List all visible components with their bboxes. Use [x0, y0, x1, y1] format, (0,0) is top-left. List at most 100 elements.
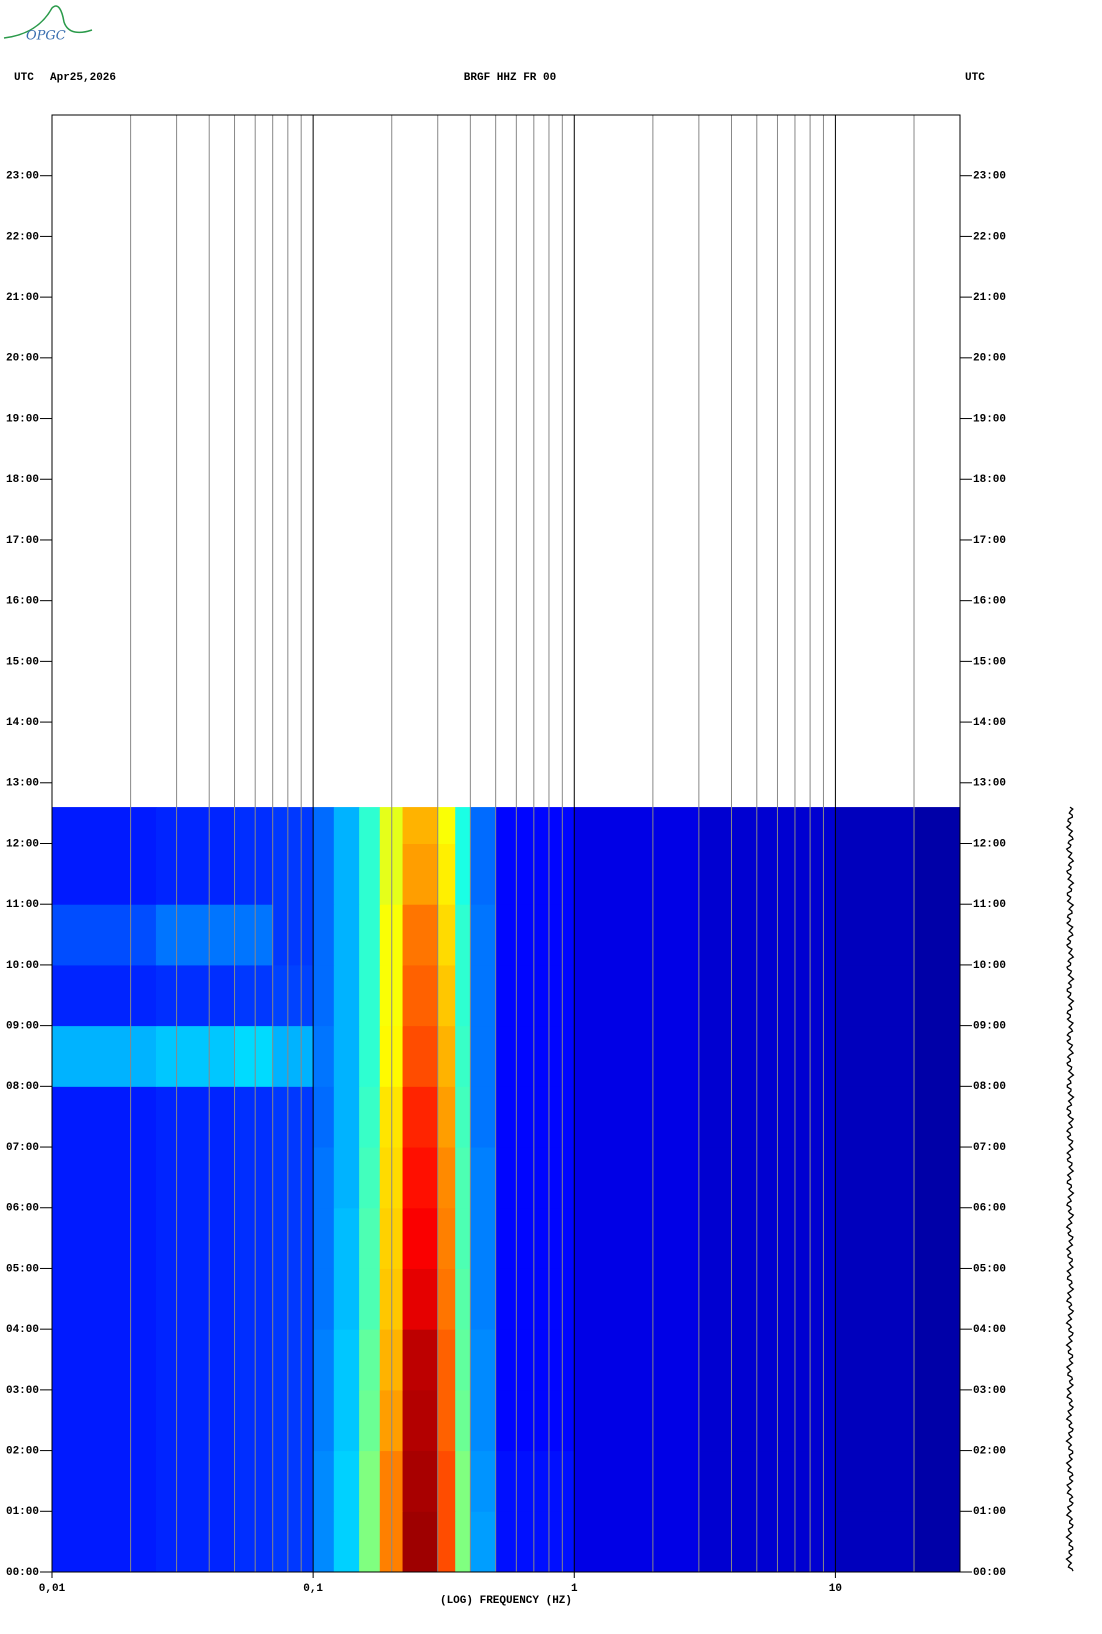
heat-cell	[234, 904, 274, 966]
heat-cell	[835, 1389, 915, 1452]
heat-cell	[470, 1086, 497, 1148]
logo-text: OPGC	[26, 29, 66, 44]
heat-cell	[574, 1025, 700, 1087]
heat-cell	[495, 1268, 575, 1330]
heat-cell	[402, 1147, 439, 1209]
heat-cell	[698, 807, 836, 844]
heat-cell	[313, 1389, 335, 1452]
heat-cell	[470, 1511, 497, 1573]
heat-cell	[359, 1511, 381, 1573]
y-tick-label-left: 18:00	[6, 474, 39, 486]
heat-cell	[495, 904, 575, 966]
heat-cell	[455, 1389, 471, 1452]
heat-cell	[359, 807, 381, 844]
heat-cell	[155, 1025, 236, 1087]
y-tick-label-right: 13:00	[973, 778, 1006, 790]
heat-cell	[470, 807, 497, 844]
heat-cell	[914, 807, 961, 844]
heat-cell	[470, 904, 497, 966]
heat-cell	[470, 1025, 497, 1087]
heat-cell	[437, 1389, 456, 1452]
heat-cell	[402, 1025, 439, 1087]
heat-cell	[495, 1025, 575, 1087]
heat-cell	[914, 1450, 961, 1512]
y-tick-label-right: 10:00	[973, 960, 1006, 972]
heat-cell	[437, 1086, 456, 1148]
x-tick-label: 0,1	[303, 1583, 323, 1595]
heat-cell	[914, 1086, 961, 1148]
heat-cell	[359, 1450, 381, 1512]
heat-cell	[333, 1086, 360, 1148]
heat-cell	[402, 807, 439, 844]
heat-cell	[359, 1147, 381, 1209]
heat-cell	[470, 843, 497, 905]
x-tick-label: 0,01	[39, 1583, 66, 1595]
heat-cell	[359, 843, 381, 905]
heat-cell	[698, 1329, 836, 1391]
y-tick-label-right: 15:00	[973, 656, 1006, 668]
heat-cell	[835, 843, 915, 905]
heat-cell	[402, 1511, 439, 1573]
heat-cell	[359, 1086, 381, 1148]
heat-cell	[359, 964, 381, 1027]
y-tick-label-left: 12:00	[6, 838, 39, 850]
y-tick-label-left: 11:00	[6, 899, 39, 911]
heat-cell	[272, 904, 314, 966]
heat-cell	[698, 904, 836, 966]
heat-cell	[313, 1025, 335, 1087]
heat-cell	[402, 1086, 439, 1148]
heat-cell	[698, 843, 836, 905]
heat-cell	[313, 1147, 335, 1209]
heat-cell	[155, 843, 236, 905]
heat-cell	[234, 964, 274, 1027]
heat-cell	[272, 843, 314, 905]
heat-cell	[333, 1329, 360, 1391]
heat-cell	[234, 843, 274, 905]
heat-cell	[52, 1086, 157, 1148]
heat-cell	[333, 1147, 360, 1209]
heat-cell	[698, 1086, 836, 1148]
heat-cell	[333, 1511, 360, 1573]
logo-curve	[3, 5, 93, 39]
heat-cell	[470, 1268, 497, 1330]
heat-cell	[234, 1511, 274, 1573]
x-tick-label: 1	[571, 1583, 578, 1595]
heat-cell	[272, 1207, 314, 1269]
heat-cell	[437, 1268, 456, 1330]
heat-cell	[155, 807, 236, 844]
heat-cell	[455, 1147, 471, 1209]
heat-cell	[437, 1329, 456, 1391]
heat-cell	[455, 964, 471, 1027]
heat-cell	[698, 1511, 836, 1573]
heat-cell	[155, 1389, 236, 1452]
heat-cell	[914, 964, 961, 1027]
heat-cell	[495, 1207, 575, 1269]
heat-cell	[155, 1147, 236, 1209]
heat-cell	[835, 1207, 915, 1269]
heat-cell	[155, 1086, 236, 1148]
heat-cell	[359, 1025, 381, 1087]
y-tick-label-right: 01:00	[973, 1506, 1006, 1518]
heat-cell	[574, 843, 700, 905]
heat-cell	[155, 904, 236, 966]
heat-cell	[455, 1329, 471, 1391]
heat-cell	[234, 807, 274, 844]
heat-cell	[835, 1147, 915, 1209]
heat-cell	[52, 1450, 157, 1512]
heat-cell	[52, 1147, 157, 1209]
heat-cell	[437, 1207, 456, 1269]
heat-cell	[574, 1329, 700, 1391]
y-tick-label-left: 07:00	[6, 1142, 39, 1154]
seismic-trace	[1065, 806, 1075, 1572]
heat-cell	[574, 1389, 700, 1452]
heat-cell	[333, 807, 360, 844]
heat-cell	[470, 1329, 497, 1391]
y-tick-label-right: 00:00	[973, 1567, 1006, 1579]
heat-cell	[437, 1025, 456, 1087]
heat-cell	[402, 1450, 439, 1512]
heat-cell	[574, 1450, 700, 1512]
heat-cell	[437, 964, 456, 1027]
heat-cell	[333, 964, 360, 1027]
heat-cell	[155, 1207, 236, 1269]
heat-cell	[470, 1207, 497, 1269]
